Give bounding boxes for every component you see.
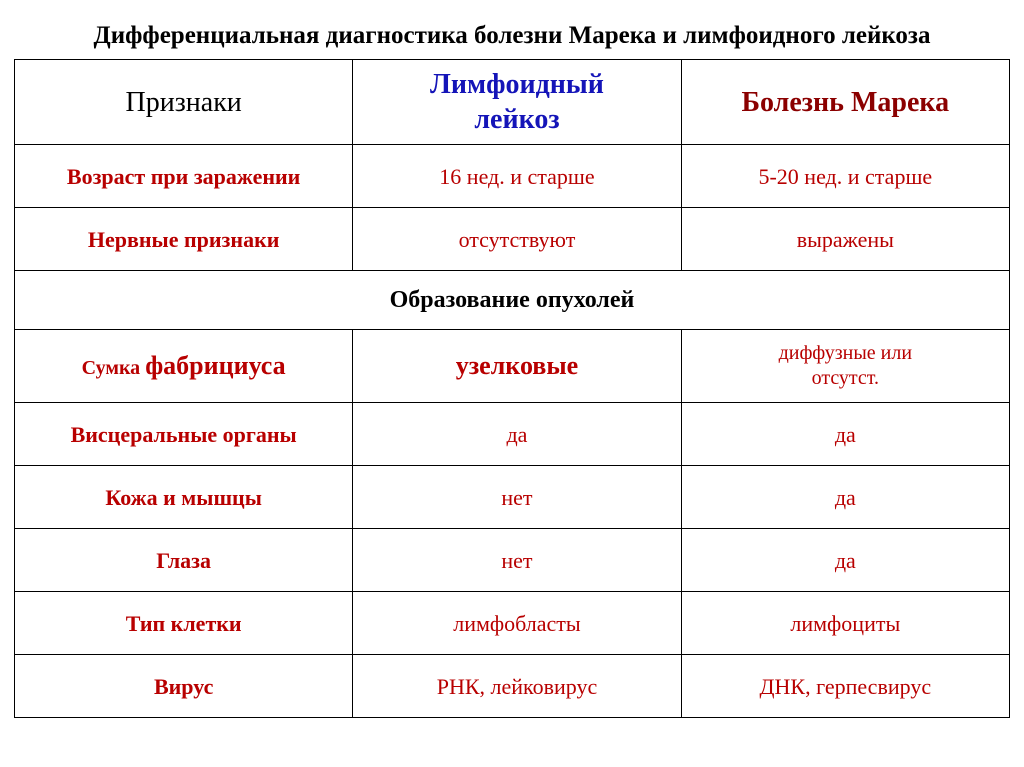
header-lymphoid: Лимфоидный лейкоз xyxy=(353,60,681,145)
cell-visceral-marek: да xyxy=(681,403,1009,466)
row-label-visceral: Висцеральные органы xyxy=(15,403,353,466)
bursa-word1: Сумка xyxy=(82,357,146,379)
cell-celltype-lymph: лимфобласты xyxy=(353,592,681,655)
bursa-lymph-text: узелковые xyxy=(456,351,578,380)
cell-bursa-marek: диффузные или отсутст. xyxy=(681,330,1009,403)
row-label-bursa: Сумка фабрициуса xyxy=(15,330,353,403)
cell-eyes-marek: да xyxy=(681,529,1009,592)
cell-eyes-lymph: нет xyxy=(353,529,681,592)
table-row: Тип клетки лимфобласты лимфоциты xyxy=(15,592,1010,655)
table-row: Сумка фабрициуса узелковые диффузные или… xyxy=(15,330,1010,403)
cell-skin-marek: да xyxy=(681,466,1009,529)
table-row: Глаза нет да xyxy=(15,529,1010,592)
header-lymphoid-line2: лейкоз xyxy=(474,104,559,135)
row-label-celltype: Тип клетки xyxy=(15,592,353,655)
page: Дифференциальная диагностика болезни Мар… xyxy=(0,0,1024,767)
page-title: Дифференциальная диагностика болезни Мар… xyxy=(14,20,1010,51)
table-header-row: Признаки Лимфоидный лейкоз Болезнь Марек… xyxy=(15,60,1010,145)
header-marek: Болезнь Марека xyxy=(681,60,1009,145)
cell-nervous-lymph: отсутствуют xyxy=(353,208,681,271)
table-row: Висцеральные органы да да xyxy=(15,403,1010,466)
row-label-virus: Вирус xyxy=(15,655,353,718)
cell-virus-marek: ДНК, герпесвирус xyxy=(681,655,1009,718)
row-label-skin: Кожа и мышцы xyxy=(15,466,353,529)
cell-visceral-lymph: да xyxy=(353,403,681,466)
table-section-row: Образование опухолей xyxy=(15,271,1010,330)
bursa-marek-line2: отсутст. xyxy=(812,367,879,389)
cell-age-lymph: 16 нед. и старше xyxy=(353,145,681,208)
cell-skin-lymph: нет xyxy=(353,466,681,529)
table-row: Нервные признаки отсутствуют выражены xyxy=(15,208,1010,271)
cell-age-marek: 5-20 нед. и старше xyxy=(681,145,1009,208)
table-row: Возраст при заражении 16 нед. и старше 5… xyxy=(15,145,1010,208)
comparison-table: Признаки Лимфоидный лейкоз Болезнь Марек… xyxy=(14,59,1010,718)
cell-virus-lymph: РНК, лейковирус xyxy=(353,655,681,718)
cell-celltype-marek: лимфоциты xyxy=(681,592,1009,655)
header-lymphoid-line1: Лимфоидный xyxy=(430,69,604,100)
cell-nervous-marek: выражены xyxy=(681,208,1009,271)
bursa-marek-line1: диффузные или xyxy=(779,342,913,364)
table-row: Вирус РНК, лейковирус ДНК, герпесвирус xyxy=(15,655,1010,718)
header-signs: Признаки xyxy=(15,60,353,145)
cell-bursa-lymph: узелковые xyxy=(353,330,681,403)
table-row: Кожа и мышцы нет да xyxy=(15,466,1010,529)
row-label-eyes: Глаза xyxy=(15,529,353,592)
row-label-age: Возраст при заражении xyxy=(15,145,353,208)
row-label-nervous: Нервные признаки xyxy=(15,208,353,271)
section-label-tumors: Образование опухолей xyxy=(15,271,1010,330)
bursa-word2: фабрициуса xyxy=(145,351,285,380)
